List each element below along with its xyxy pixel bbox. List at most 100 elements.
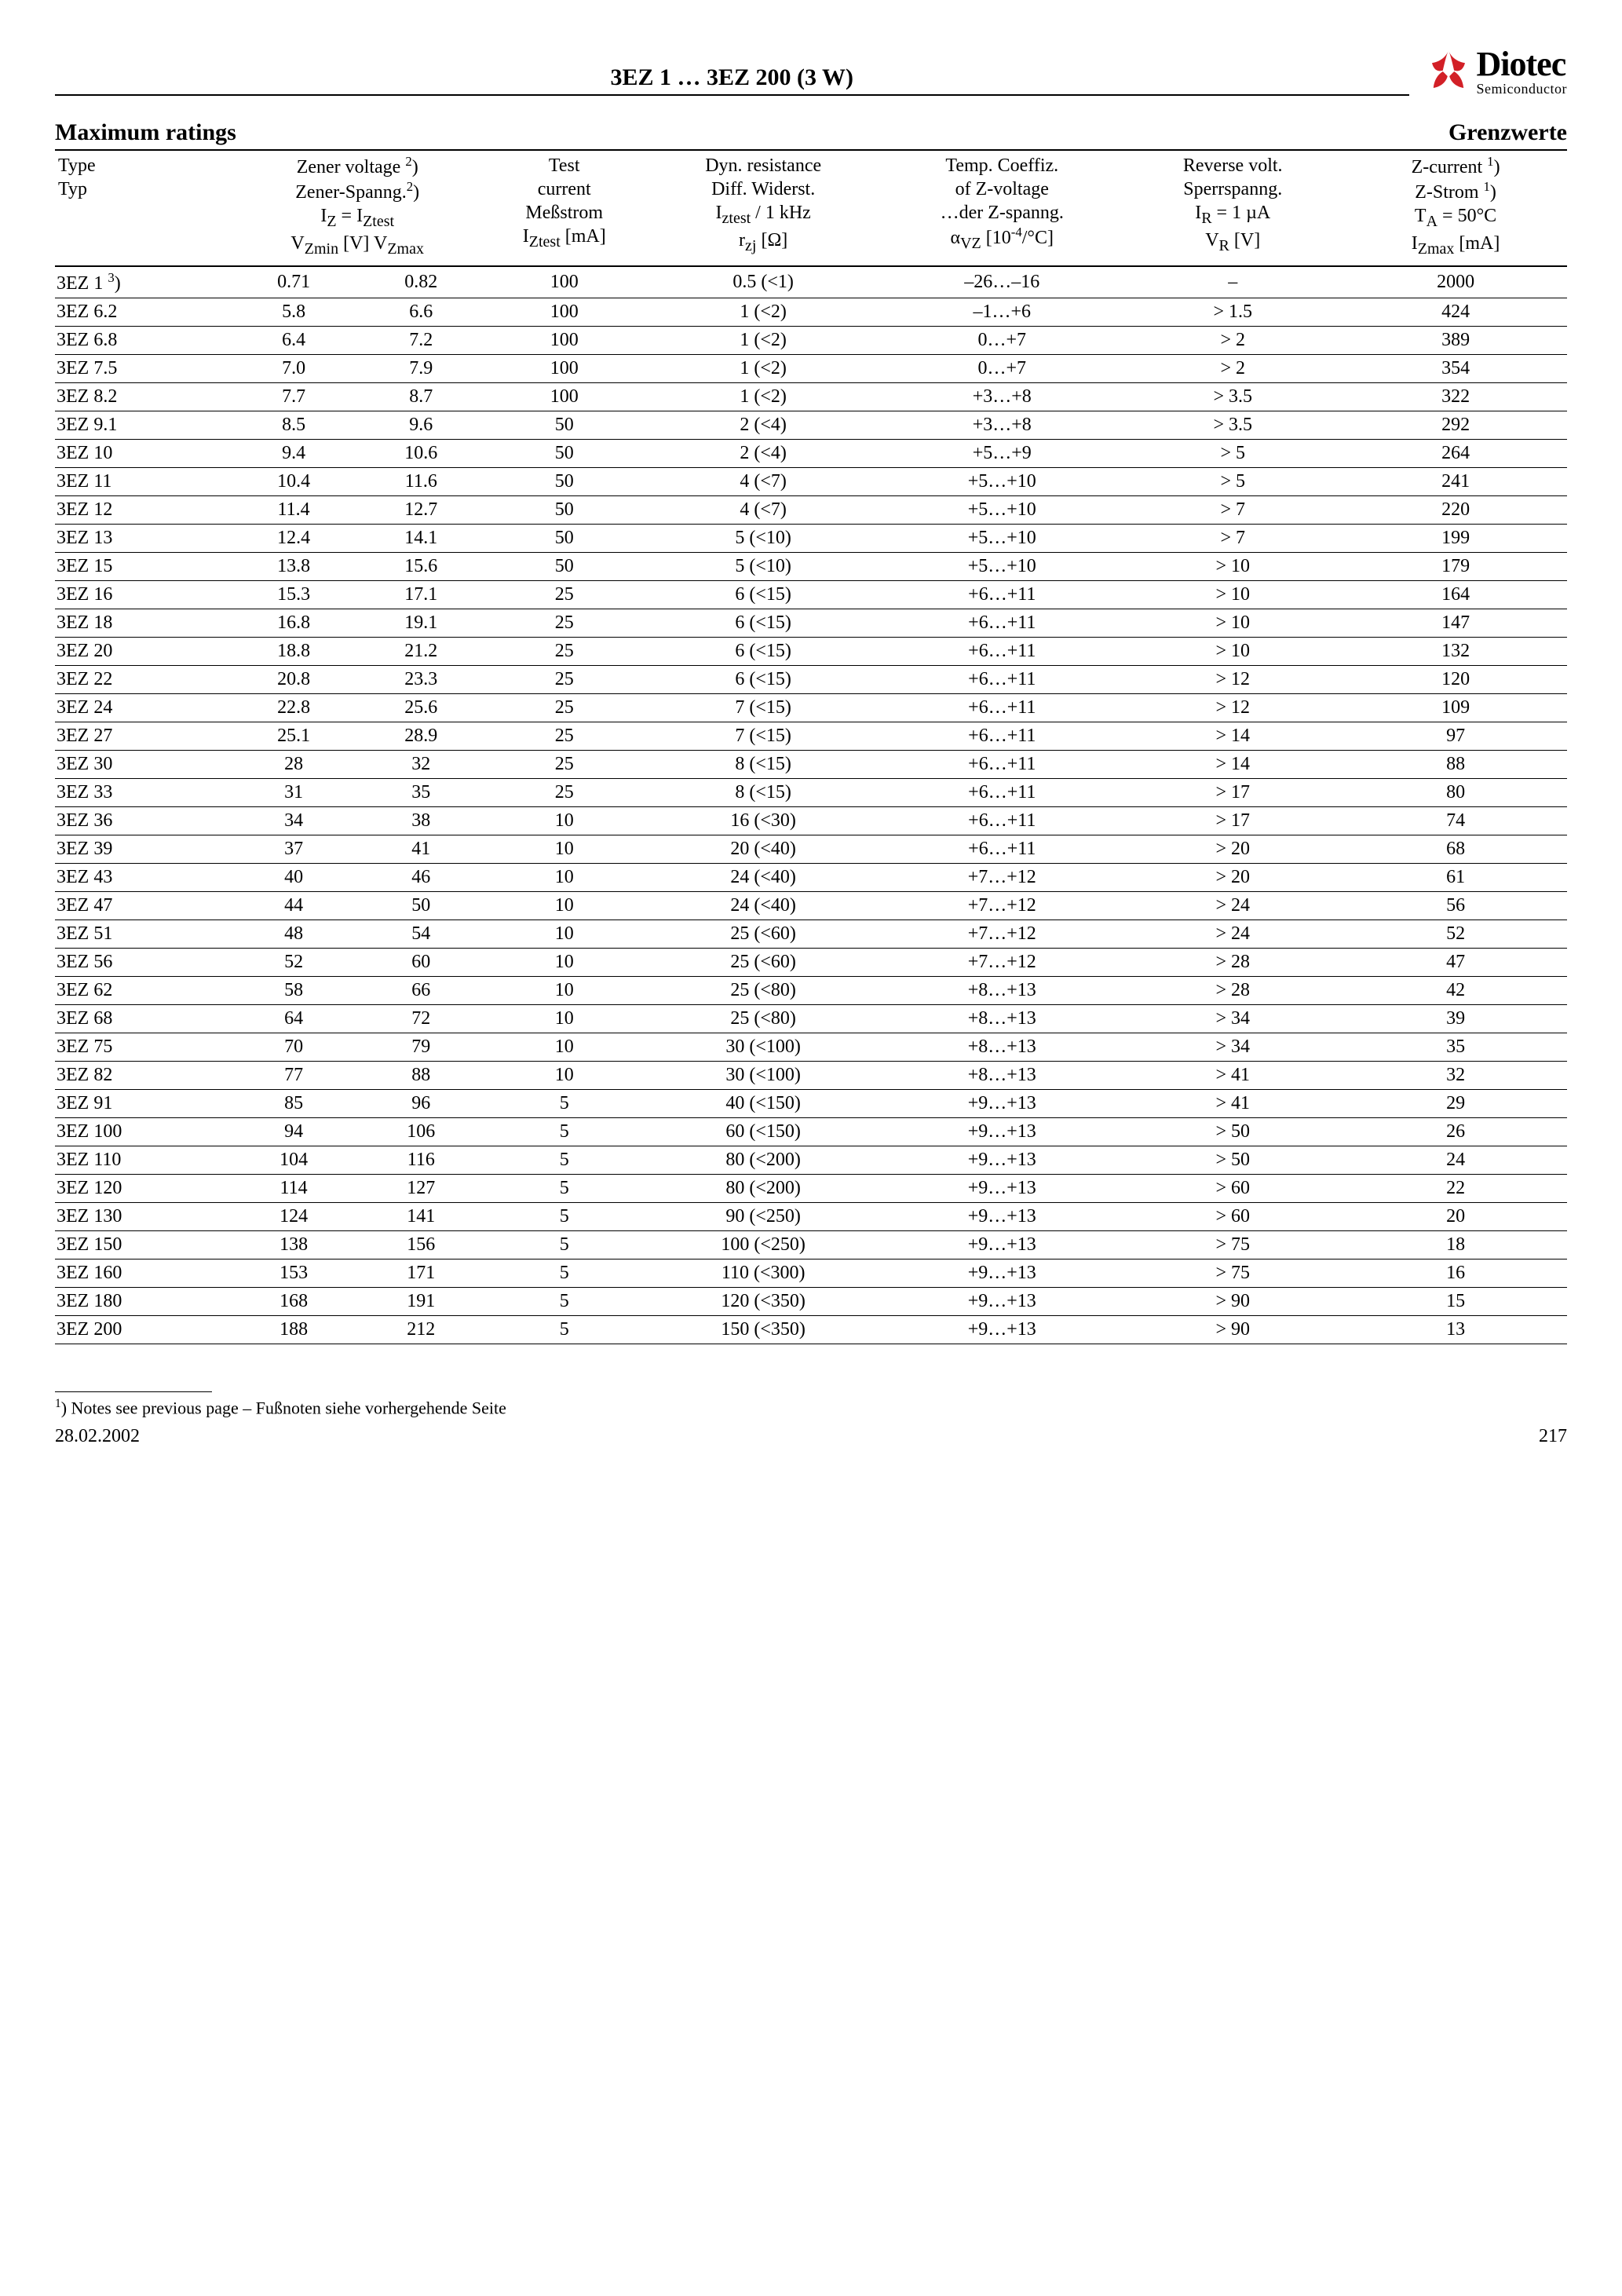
cell-vmax: 212: [357, 1315, 484, 1344]
cell-zcur: 39: [1344, 1004, 1567, 1033]
cell-rev: > 12: [1121, 693, 1344, 722]
cell-dyn: 120 (<350): [644, 1287, 882, 1315]
col-header-type: TypeTyp: [55, 152, 230, 266]
cell-type: 3EZ 8.2: [55, 382, 230, 411]
cell-test: 25: [484, 778, 644, 806]
table-row: 3EZ 6258661025 (<80)+8…+13> 2842: [55, 976, 1567, 1004]
cell-vmax: 32: [357, 750, 484, 778]
cell-temp: +6…+11: [882, 835, 1121, 863]
cell-vmax: 14.1: [357, 524, 484, 552]
cell-zcur: 26: [1344, 1117, 1567, 1146]
cell-zcur: 32: [1344, 1061, 1567, 1089]
footer-date: 28.02.2002: [55, 1426, 140, 1447]
cell-zcur: 15: [1344, 1287, 1567, 1315]
cell-test: 25: [484, 637, 644, 665]
cell-rev: > 10: [1121, 580, 1344, 609]
cell-rev: > 90: [1121, 1287, 1344, 1315]
cell-zcur: 61: [1344, 863, 1567, 891]
cell-zcur: 424: [1344, 298, 1567, 326]
cell-temp: +7…+12: [882, 948, 1121, 976]
cell-type: 3EZ 15: [55, 552, 230, 580]
cell-temp: +7…+12: [882, 891, 1121, 919]
cell-dyn: 25 (<60): [644, 919, 882, 948]
cell-zcur: 292: [1344, 411, 1567, 439]
cell-dyn: 2 (<4): [644, 411, 882, 439]
cell-rev: > 10: [1121, 552, 1344, 580]
cell-type: 3EZ 150: [55, 1230, 230, 1259]
cell-test: 10: [484, 948, 644, 976]
cell-vmin: 8.5: [230, 411, 357, 439]
cell-test: 5: [484, 1089, 644, 1117]
table-row: 3EZ 8277881030 (<100)+8…+13> 4132: [55, 1061, 1567, 1089]
cell-test: 25: [484, 665, 644, 693]
table-row: 3EZ 10094106560 (<150)+9…+13> 5026: [55, 1117, 1567, 1146]
cell-test: 10: [484, 1061, 644, 1089]
cell-vmax: 46: [357, 863, 484, 891]
cell-type: 3EZ 12: [55, 495, 230, 524]
col-header-temp: Temp. Coeffiz. of Z-voltage …der Z-spann…: [882, 152, 1121, 266]
cell-test: 10: [484, 1004, 644, 1033]
cell-dyn: 5 (<10): [644, 552, 882, 580]
table-row: 3EZ 8.27.78.71001 (<2)+3…+8> 3.5322: [55, 382, 1567, 411]
cell-type: 3EZ 82: [55, 1061, 230, 1089]
cell-type: 3EZ 6.8: [55, 326, 230, 354]
cell-temp: +6…+11: [882, 693, 1121, 722]
table-row: 3EZ 1312.414.1505 (<10)+5…+10> 7199: [55, 524, 1567, 552]
cell-rev: > 28: [1121, 948, 1344, 976]
col-header-zener: Zener voltage 2) Zener-Spanng.2) IZ = IZ…: [230, 152, 484, 266]
cell-vmax: 72: [357, 1004, 484, 1033]
cell-temp: +8…+13: [882, 1033, 1121, 1061]
cell-type: 3EZ 16: [55, 580, 230, 609]
section-title-right: Grenzwerte: [1448, 119, 1567, 146]
table-row: 3EZ 9.18.59.6502 (<4)+3…+8> 3.5292: [55, 411, 1567, 439]
cell-vmin: 0.71: [230, 266, 357, 298]
cell-test: 10: [484, 976, 644, 1004]
cell-temp: 0…+7: [882, 354, 1121, 382]
table-row: 3EZ 1816.819.1256 (<15)+6…+11> 10147: [55, 609, 1567, 637]
footer-page: 217: [1539, 1426, 1567, 1447]
cell-vmax: 6.6: [357, 298, 484, 326]
cell-type: 3EZ 56: [55, 948, 230, 976]
cell-vmax: 96: [357, 1089, 484, 1117]
cell-vmax: 35: [357, 778, 484, 806]
cell-test: 25: [484, 750, 644, 778]
cell-temp: +8…+13: [882, 976, 1121, 1004]
cell-zcur: 22: [1344, 1174, 1567, 1202]
cell-rev: > 14: [1121, 750, 1344, 778]
cell-vmin: 18.8: [230, 637, 357, 665]
cell-test: 5: [484, 1202, 644, 1230]
cell-dyn: 4 (<7): [644, 495, 882, 524]
cell-vmin: 138: [230, 1230, 357, 1259]
cell-rev: > 17: [1121, 778, 1344, 806]
cell-zcur: 322: [1344, 382, 1567, 411]
cell-vmin: 48: [230, 919, 357, 948]
cell-zcur: 164: [1344, 580, 1567, 609]
page-footer: 28.02.2002 217: [55, 1426, 1567, 1447]
cell-dyn: 30 (<100): [644, 1033, 882, 1061]
cell-type: 3EZ 24: [55, 693, 230, 722]
table-row: 3EZ 302832258 (<15)+6…+11> 1488: [55, 750, 1567, 778]
table-row: 3EZ 1110.411.6504 (<7)+5…+10> 5241: [55, 467, 1567, 495]
cell-zcur: 220: [1344, 495, 1567, 524]
cell-dyn: 16 (<30): [644, 806, 882, 835]
table-row: 3EZ 5652601025 (<60)+7…+12> 2847: [55, 948, 1567, 976]
cell-rev: > 5: [1121, 439, 1344, 467]
cell-rev: > 3.5: [1121, 382, 1344, 411]
table-row: 3EZ 2001882125150 (<350)+9…+13> 9013: [55, 1315, 1567, 1344]
cell-vmax: 15.6: [357, 552, 484, 580]
cell-temp: +9…+13: [882, 1089, 1121, 1117]
cell-test: 5: [484, 1117, 644, 1146]
cell-zcur: 389: [1344, 326, 1567, 354]
cell-type: 3EZ 22: [55, 665, 230, 693]
cell-rev: > 28: [1121, 976, 1344, 1004]
cell-temp: +3…+8: [882, 382, 1121, 411]
cell-dyn: 60 (<150): [644, 1117, 882, 1146]
cell-temp: +5…+10: [882, 524, 1121, 552]
table-row: 3EZ 1615.317.1256 (<15)+6…+11> 10164: [55, 580, 1567, 609]
cell-test: 5: [484, 1315, 644, 1344]
footnote-separator: [55, 1391, 212, 1392]
cell-temp: +9…+13: [882, 1230, 1121, 1259]
cell-zcur: 74: [1344, 806, 1567, 835]
table-row: 3EZ 2220.823.3256 (<15)+6…+11> 12120: [55, 665, 1567, 693]
cell-dyn: 1 (<2): [644, 354, 882, 382]
